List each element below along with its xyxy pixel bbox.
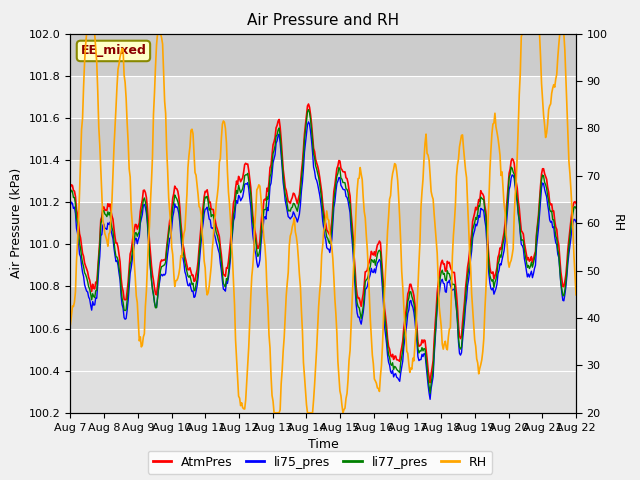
Legend: AtmPres, li75_pres, li77_pres, RH: AtmPres, li75_pres, li77_pres, RH: [148, 451, 492, 474]
Bar: [70, 34, 576, 76]
Y-axis label: Air Pressure (kPa): Air Pressure (kPa): [10, 168, 24, 278]
Title: Air Pressure and RH: Air Pressure and RH: [247, 13, 399, 28]
X-axis label: Time: Time: [308, 438, 339, 451]
Bar: [70, 202, 576, 244]
Y-axis label: RH: RH: [611, 214, 624, 232]
Text: EE_mixed: EE_mixed: [81, 45, 147, 58]
Bar: [70, 287, 576, 328]
Bar: [70, 118, 576, 160]
